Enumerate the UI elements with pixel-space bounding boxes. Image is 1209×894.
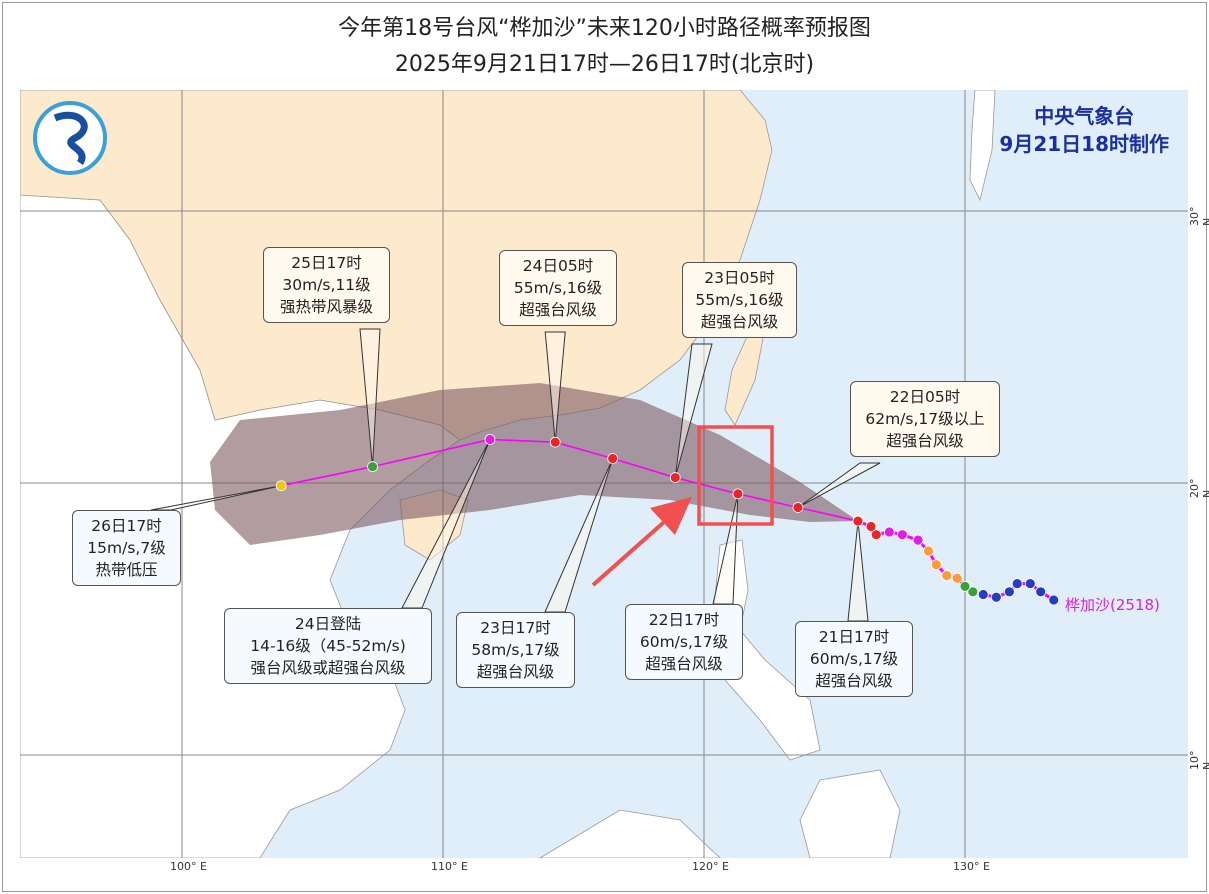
callout-line: 30m/s,11级 (282, 276, 371, 294)
page-subtitle: 2025年9月21日17时—26日17时(北京时) (394, 52, 815, 77)
callout-line: 55m/s,16级 (513, 279, 603, 297)
past-track-point-icon (967, 586, 979, 598)
past-track-point-icon (1035, 586, 1047, 598)
storm-name-label: 桦加沙(2518) (1065, 596, 1160, 614)
callout-line: 22日05时 (889, 388, 961, 406)
callout-line: 24日登陆 (294, 615, 362, 633)
forecast-point-icon (669, 472, 681, 483)
forecast-point-icon (549, 436, 561, 448)
callout-line: 58m/s,17级 (471, 641, 560, 659)
past-track-point-icon (865, 521, 877, 532)
past-track-point-icon (870, 529, 882, 541)
forecast-callout: 23日05时 55m/s,16级 超强台风级 (682, 262, 797, 338)
past-track-point-icon (959, 580, 971, 592)
callout-line: 23日17时 (480, 619, 551, 637)
page-title: 今年第18号台风“桦加沙”未来120小时路径概率预报图 (338, 16, 871, 41)
callout-line: 超强台风级 (476, 663, 555, 681)
cma-logo (33, 101, 107, 175)
land-japan-korea (969, 90, 996, 202)
forecast-callout: 22日17时 60m/s,17级 超强台风级 (625, 604, 743, 680)
lat-label: 20° N (1188, 478, 1209, 499)
forecast-callout: 24日05时 55m/s,16级 超强台风级 (499, 250, 617, 326)
forecast-point-icon (367, 461, 378, 473)
callout-line: 超强台风级 (645, 655, 723, 673)
callout-line: 14-16级（45-52m/s) (250, 637, 406, 655)
forecast-callout: 21日17时 60m/s,17级 超强台风级 (795, 621, 913, 697)
lon-label: 100° E (170, 860, 207, 873)
past-track-point-icon (977, 589, 989, 600)
lat-label: 30° N (1188, 206, 1209, 227)
callout-line: 热带低压 (95, 561, 158, 579)
past-track-point-icon (923, 545, 934, 557)
callout-line: 26日17时 (91, 517, 162, 535)
forecast-track (275, 434, 864, 527)
forecast-callout: 22日05时 62m/s,17级以上 超强台风级 (850, 381, 1000, 457)
forecast-callout: 25日17时 30m/s,11级 强热带风暴级 (263, 247, 390, 323)
past-track-point-icon (883, 526, 895, 538)
callout-pointer (674, 343, 713, 478)
highlight-box (697, 425, 774, 526)
agency-stamp: 中央气象台 9月21日18时制作 (999, 102, 1169, 158)
forecast-point-icon (852, 515, 864, 527)
forecast-point-icon (792, 502, 804, 513)
issue-time: 9月21日18时制作 (999, 132, 1169, 156)
callout-line: 强热带风暴级 (279, 298, 373, 316)
past-track-point-icon (1011, 578, 1023, 590)
callout-line: 25日17时 (291, 254, 362, 272)
past-track-point-icon (912, 534, 924, 546)
lon-label: 120° E (692, 860, 729, 873)
callout-line: 超强台风级 (886, 432, 964, 450)
forecast-callout: 23日17时 58m/s,17级 超强台风级 (456, 612, 575, 688)
past-track-point-icon (951, 572, 963, 584)
land-borneo (539, 809, 721, 858)
callout-line: 55m/s,16级 (695, 291, 784, 309)
forecast-point-icon (607, 453, 619, 464)
past-track-point-icon (1048, 594, 1060, 606)
callout-line: 23日05时 (704, 269, 775, 287)
callout-line: 超强台风级 (815, 672, 893, 690)
callout-pointer (544, 331, 566, 443)
past-track-point-icon (1003, 586, 1015, 598)
land-philippines-south (799, 769, 901, 858)
callout-line: 强台风级或超强台风级 (250, 659, 406, 677)
agency-name: 中央气象台 (1034, 104, 1135, 128)
callout-line: 24日05时 (522, 257, 594, 275)
forecast-callout: 24日登陆 14-16级（45-52m/s) 强台风级或超强台风级 (224, 608, 432, 684)
past-track-point-icon (896, 529, 908, 541)
past-track-point-icon (941, 570, 953, 581)
forecast-point-icon (484, 434, 496, 445)
lat-label: 10° N (1188, 750, 1209, 771)
highlight-arrow (591, 497, 692, 587)
past-track-point-icon (990, 591, 1002, 603)
forecast-point-icon (275, 480, 287, 492)
lon-label: 110° E (431, 860, 468, 873)
callout-pointer (359, 328, 381, 467)
callout-line: 62m/s,17级以上 (865, 410, 985, 428)
forecast-callout: 26日17时 15m/s,7级 热带低压 (72, 510, 181, 586)
typhoon-track-map (20, 90, 1188, 858)
callout-pointer (797, 462, 881, 508)
callout-line: 60m/s,17级 (809, 650, 899, 668)
callout-line: 22日17时 (648, 611, 720, 629)
callout-line: 21日17时 (818, 628, 890, 646)
past-track (852, 515, 1060, 606)
past-track-point-icon (1024, 578, 1036, 590)
callout-line: 超强台风级 (519, 301, 597, 319)
lon-label: 130° E (953, 860, 990, 873)
callout-line: 15m/s,7级 (87, 539, 166, 557)
callout-line: 60m/s,17级 (639, 633, 729, 651)
forecast-point-icon (732, 488, 744, 500)
past-track-point-icon (930, 559, 942, 571)
callout-line: 超强台风级 (700, 313, 779, 331)
